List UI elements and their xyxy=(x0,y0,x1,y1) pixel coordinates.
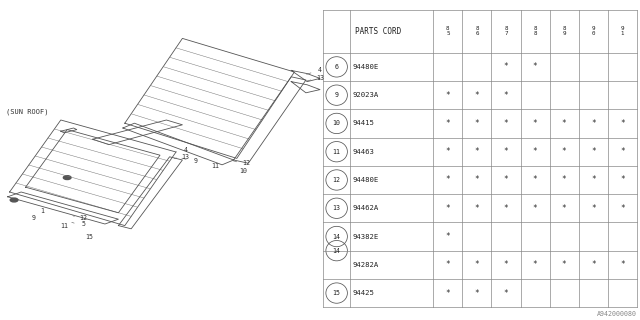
Text: *: * xyxy=(475,289,479,298)
Text: 8
7: 8 7 xyxy=(504,26,508,36)
Text: 12: 12 xyxy=(79,215,87,221)
Text: *: * xyxy=(504,260,508,269)
Text: *: * xyxy=(532,175,538,184)
Text: *: * xyxy=(620,147,625,156)
Text: 9: 9 xyxy=(335,92,339,98)
Text: *: * xyxy=(445,147,450,156)
Text: *: * xyxy=(532,260,538,269)
Text: 8
9: 8 9 xyxy=(563,26,566,36)
Text: *: * xyxy=(475,91,479,100)
Text: 9: 9 xyxy=(193,158,197,164)
Text: 94462A: 94462A xyxy=(353,205,379,211)
Text: 6: 6 xyxy=(335,64,339,70)
Text: 10: 10 xyxy=(239,168,247,173)
Text: *: * xyxy=(504,62,508,71)
Text: *: * xyxy=(562,147,566,156)
Text: 11: 11 xyxy=(60,223,68,229)
Text: 14: 14 xyxy=(333,248,340,254)
Text: 9: 9 xyxy=(31,215,35,220)
Text: 9
1: 9 1 xyxy=(621,26,624,36)
Text: 94425: 94425 xyxy=(353,290,374,296)
Text: *: * xyxy=(504,91,508,100)
Text: *: * xyxy=(532,119,538,128)
Text: *: * xyxy=(475,119,479,128)
Text: *: * xyxy=(562,204,566,213)
Text: *: * xyxy=(562,175,566,184)
Text: PARTS CORD: PARTS CORD xyxy=(355,27,401,36)
Text: *: * xyxy=(445,232,450,241)
Text: *: * xyxy=(620,119,625,128)
Text: 13: 13 xyxy=(316,76,324,81)
Text: A942000080: A942000080 xyxy=(596,311,637,317)
Text: *: * xyxy=(591,204,595,213)
Text: *: * xyxy=(591,147,595,156)
Text: *: * xyxy=(475,204,479,213)
Text: *: * xyxy=(445,289,450,298)
Text: 12: 12 xyxy=(333,177,340,183)
Text: *: * xyxy=(591,119,595,128)
Text: *: * xyxy=(532,204,538,213)
Text: 94480E: 94480E xyxy=(353,177,379,183)
Text: 8
5: 8 5 xyxy=(446,26,449,36)
Text: *: * xyxy=(475,147,479,156)
Text: 1: 1 xyxy=(40,208,44,214)
Text: *: * xyxy=(445,260,450,269)
Text: *: * xyxy=(504,289,508,298)
Circle shape xyxy=(10,198,18,202)
Text: 15: 15 xyxy=(333,290,340,296)
Text: 13: 13 xyxy=(333,205,340,211)
Text: 92023A: 92023A xyxy=(353,92,379,98)
Text: 11: 11 xyxy=(333,149,340,155)
Text: 4: 4 xyxy=(184,148,188,153)
Text: 14: 14 xyxy=(333,234,340,239)
Text: *: * xyxy=(504,119,508,128)
Text: 9
0: 9 0 xyxy=(591,26,595,36)
Text: *: * xyxy=(620,204,625,213)
Text: 5: 5 xyxy=(81,221,85,227)
Text: 94415: 94415 xyxy=(353,120,374,126)
Text: *: * xyxy=(445,119,450,128)
Text: 12: 12 xyxy=(243,160,250,166)
Text: 4: 4 xyxy=(318,68,322,73)
Circle shape xyxy=(63,176,71,180)
Text: *: * xyxy=(475,260,479,269)
Text: *: * xyxy=(562,260,566,269)
Text: 13: 13 xyxy=(182,154,189,160)
Text: *: * xyxy=(620,260,625,269)
Text: *: * xyxy=(532,147,538,156)
Text: *: * xyxy=(591,175,595,184)
Text: *: * xyxy=(445,91,450,100)
Text: *: * xyxy=(591,260,595,269)
Text: 10: 10 xyxy=(333,120,340,126)
Text: 94282A: 94282A xyxy=(353,262,379,268)
Text: 94382E: 94382E xyxy=(353,234,379,239)
Text: *: * xyxy=(475,175,479,184)
Text: *: * xyxy=(532,62,538,71)
Text: 94463: 94463 xyxy=(353,149,374,155)
Text: *: * xyxy=(504,175,508,184)
Text: *: * xyxy=(445,175,450,184)
Text: (SUN ROOF): (SUN ROOF) xyxy=(6,109,49,115)
Text: 8
6: 8 6 xyxy=(475,26,479,36)
Text: 15: 15 xyxy=(86,235,93,240)
Text: 8
8: 8 8 xyxy=(533,26,537,36)
Text: *: * xyxy=(504,204,508,213)
Text: 11: 11 xyxy=(212,163,220,169)
Text: 94480E: 94480E xyxy=(353,64,379,70)
Text: *: * xyxy=(562,119,566,128)
Text: *: * xyxy=(445,204,450,213)
Text: *: * xyxy=(504,147,508,156)
Text: *: * xyxy=(620,175,625,184)
